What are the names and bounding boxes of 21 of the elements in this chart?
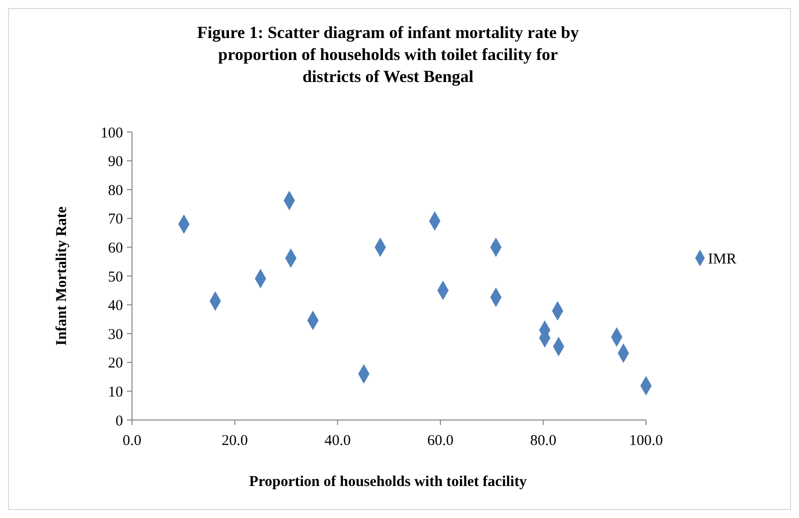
y-tick-label: 10 — [108, 384, 123, 400]
y-tick-label: 80 — [108, 182, 123, 199]
y-tick-label: 100 — [100, 125, 123, 142]
y-tick-label: 0 — [116, 413, 123, 430]
y-tick-label: 70 — [108, 212, 123, 228]
chart-title: Figure 1: Scatter diagram of infant mortality rate by proportion of households with toilet facility for districts of West Bengal — [197, 23, 580, 86]
y-tick-label: 40 — [108, 298, 123, 314]
y-tick-label: 60 — [108, 240, 123, 256]
x-axis-title: Proportion of households with toilet facility — [249, 474, 528, 490]
y-tick-label: 20 — [108, 356, 123, 372]
x-tick-label: 60.0 — [427, 433, 454, 449]
x-tick-label: 80.0 — [530, 433, 556, 449]
x-tick-label: 0.0 — [122, 433, 142, 449]
y-tick-label: 90 — [108, 154, 123, 170]
y-axis-title: Infant Mortality Rate — [54, 206, 70, 346]
x-tick-label: 40.0 — [324, 433, 351, 449]
x-tick-label: 20.0 — [222, 433, 248, 449]
y-tick-label: 30 — [108, 326, 123, 343]
y-tick-label: 50 — [108, 269, 123, 286]
x-tick-label: 100.0 — [629, 433, 663, 449]
legend-label: IMR — [708, 251, 736, 268]
